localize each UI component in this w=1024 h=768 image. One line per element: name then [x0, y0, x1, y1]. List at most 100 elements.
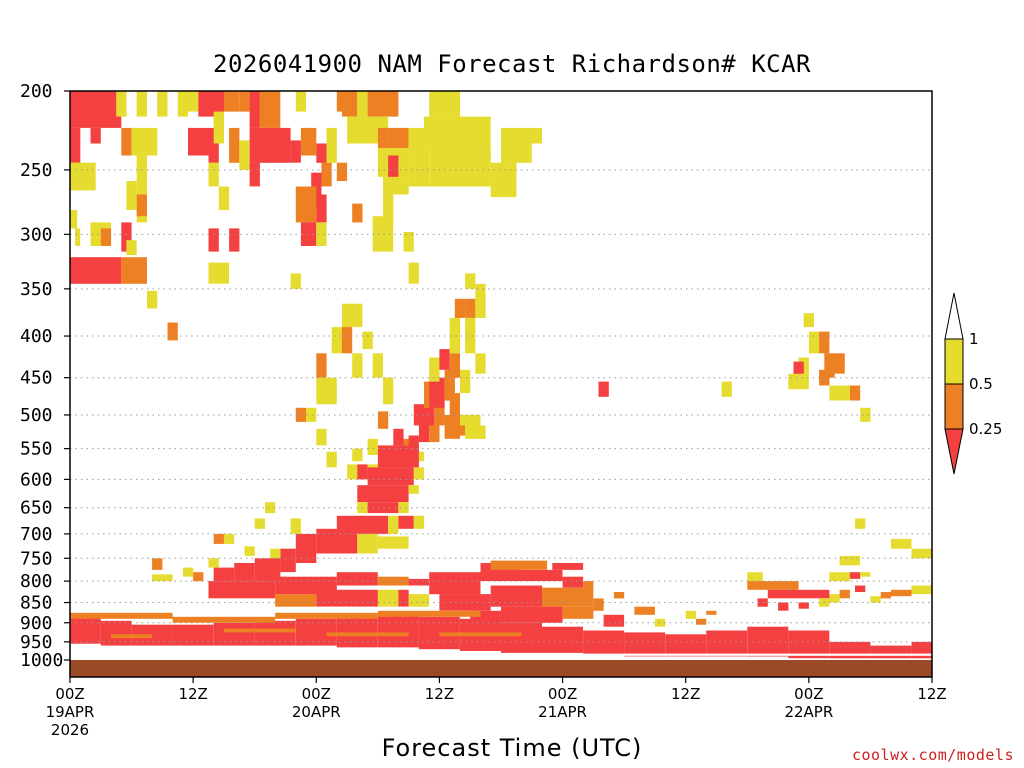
heatmap-cell — [229, 228, 240, 252]
heatmap-cell — [429, 421, 440, 443]
heatmap-cell — [408, 594, 430, 607]
heatmap-cell — [254, 620, 296, 646]
heatmap-cell — [413, 515, 425, 529]
heatmap-cell — [239, 91, 250, 112]
heatmap-cell — [439, 594, 491, 611]
x-tick-label: 00Z — [548, 685, 577, 703]
heatmap-cell — [316, 377, 337, 405]
heatmap-cell — [367, 467, 414, 486]
heatmap-cell — [501, 127, 542, 144]
heatmap-cell — [70, 612, 173, 619]
heatmap-cell — [193, 572, 204, 582]
heatmap-cell — [562, 576, 584, 588]
y-tick-label: 600 — [20, 469, 53, 490]
y-tick-label: 800 — [20, 571, 53, 592]
heatmap-cell — [803, 313, 814, 328]
heatmap-cell — [860, 407, 871, 422]
y-tick-label: 350 — [20, 279, 53, 300]
heatmap-cell — [234, 563, 255, 582]
heatmap-cell — [706, 610, 717, 615]
heatmap-cell — [891, 589, 912, 597]
heatmap-cell — [121, 222, 132, 252]
heatmap-cell — [208, 162, 219, 187]
heatmap-cell — [808, 331, 820, 354]
heatmap-cell — [295, 91, 307, 112]
y-tick-label: 550 — [20, 439, 53, 460]
y-tick-label: 1000 — [20, 650, 63, 671]
heatmap-cell — [654, 618, 666, 627]
x-tick-label: 00Z — [55, 685, 84, 703]
heatmap-cell — [316, 194, 327, 223]
heatmap-cell — [429, 91, 460, 117]
heatmap-cell — [213, 533, 224, 544]
heatmap-cell — [70, 162, 96, 191]
heatmap-cell — [100, 620, 132, 646]
heatmap-cell — [860, 572, 871, 577]
heatmap-cell — [352, 203, 363, 223]
heatmap-cell — [521, 569, 563, 582]
heatmap-cell — [367, 91, 399, 117]
heatmap-cell — [377, 536, 389, 549]
heatmap-cell — [377, 576, 409, 586]
heatmap-cell — [341, 327, 353, 354]
heatmap-cell — [188, 91, 199, 112]
heatmap-cell — [829, 572, 850, 582]
heatmap-cell — [747, 572, 763, 582]
legend: 1 0.5 0.25 — [944, 292, 1002, 475]
pressure-gridlines — [70, 169, 932, 643]
heatmap-cell — [157, 91, 168, 117]
heatmap-cell — [213, 111, 224, 144]
heatmap-cells — [70, 91, 932, 659]
heatmap-cell — [721, 381, 732, 397]
x-tick-label: 22APR — [784, 703, 833, 721]
watermark-link[interactable]: coolwx.com/models — [851, 746, 1014, 764]
y-tick-label: 200 — [20, 81, 53, 102]
legend-swatch-0.25-0.5 — [944, 383, 964, 430]
heatmap-cell — [311, 172, 322, 208]
heatmap-cell — [849, 385, 861, 401]
heatmap-cell — [126, 181, 137, 210]
heatmap-cell — [429, 148, 491, 187]
heatmap-cell — [316, 528, 358, 554]
legend-swatch-below-0.25 — [944, 428, 964, 475]
heatmap-cell — [449, 393, 460, 415]
heatmap-cell — [465, 298, 476, 318]
heatmap-cell — [75, 228, 81, 246]
heatmap-cell — [90, 127, 101, 144]
y-tick-label: 300 — [20, 224, 53, 245]
heatmap-cell — [383, 176, 409, 195]
y-tick-label: 750 — [20, 548, 53, 569]
heatmap-cell — [295, 186, 317, 223]
legend-swatch-0.5-1 — [944, 338, 964, 385]
heatmap-cell — [70, 653, 932, 656]
x-axis-label: Forecast Time (UTC) — [381, 734, 643, 762]
heatmap-cell — [111, 634, 152, 639]
heatmap-cell — [696, 618, 707, 625]
heatmap-cell — [290, 140, 301, 163]
heatmap-cell — [172, 616, 276, 623]
heatmap-cell — [316, 353, 327, 378]
heatmap-cell — [839, 589, 850, 599]
heatmap-cell — [562, 606, 594, 619]
heatmap-cell — [824, 353, 835, 378]
heatmap-cell — [552, 563, 584, 570]
legend-swatch-above-1 — [944, 292, 964, 340]
heatmap-cell — [152, 558, 163, 570]
heatmap-cell — [223, 628, 296, 633]
heatmap-cell — [336, 162, 348, 181]
heatmap-cell — [393, 428, 404, 446]
heatmap-cell — [70, 210, 78, 229]
heatmap-cell — [208, 581, 276, 599]
heatmap-cell — [121, 257, 147, 284]
heatmap-cell — [249, 91, 260, 128]
heatmap-cell — [829, 641, 871, 659]
heatmap-cell — [300, 222, 317, 246]
y-tick-label: 500 — [20, 405, 53, 426]
x-tick-label: 12Z — [178, 685, 207, 703]
heatmap-cell — [855, 585, 866, 592]
heatmap-cell — [244, 546, 255, 556]
heatmap-cell — [341, 91, 358, 117]
heatmap-cell — [372, 353, 383, 378]
